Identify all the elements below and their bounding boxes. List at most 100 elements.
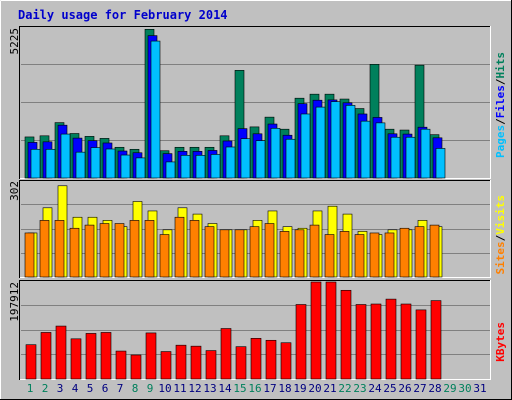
bar-kbytes-day-27 xyxy=(415,309,427,380)
bar-pages-day-3 xyxy=(60,133,71,179)
chart-title: Daily usage for February 2014 xyxy=(18,8,228,22)
x-tick-label-8: 8 xyxy=(131,382,139,395)
x-tick-label-7: 7 xyxy=(116,382,124,395)
x-tick-label-30: 30 xyxy=(458,382,472,395)
bar-pages-day-5 xyxy=(90,147,101,179)
bar-pages-day-10 xyxy=(165,161,176,179)
bar-sites-day-10 xyxy=(159,234,170,278)
bar-pages-day-21 xyxy=(330,101,341,179)
bar-pages-day-4 xyxy=(75,151,86,179)
bar-kbytes-day-12 xyxy=(190,345,202,380)
x-tick-label-21: 21 xyxy=(323,382,337,395)
pages-files-hits-legend: Pages/Files/Hits xyxy=(494,52,507,158)
x-tick-label-20: 20 xyxy=(308,382,322,395)
bar-pages-day-2 xyxy=(45,148,56,179)
bar-kbytes-day-14 xyxy=(220,328,232,380)
bar-pages-day-11 xyxy=(180,155,191,179)
legend-pages: Pages xyxy=(494,124,507,158)
bar-sites-day-12 xyxy=(189,220,200,278)
bar-kbytes-day-13 xyxy=(205,350,217,380)
bar-pages-day-1 xyxy=(30,148,41,179)
bar-pages-day-24 xyxy=(375,122,386,179)
bar-pages-day-9 xyxy=(150,40,161,179)
x-tick-label-29: 29 xyxy=(443,382,457,395)
bar-kbytes-day-22 xyxy=(340,289,352,380)
bar-sites-day-16 xyxy=(249,226,260,278)
bar-kbytes-day-24 xyxy=(370,303,382,380)
bar-kbytes-day-15 xyxy=(235,346,247,380)
bar-pages-day-16 xyxy=(255,140,266,179)
bar-sites-day-5 xyxy=(84,224,95,278)
bar-sites-day-2 xyxy=(39,220,50,278)
hits-axis-max-label: 5225 xyxy=(8,28,21,55)
x-tick-label-4: 4 xyxy=(71,382,79,395)
bar-sites-day-24 xyxy=(369,232,380,278)
bar-sites-day-6 xyxy=(99,223,110,278)
bar-kbytes-day-1 xyxy=(25,344,37,380)
bar-pages-day-7 xyxy=(120,154,131,179)
bar-pages-day-8 xyxy=(135,157,146,179)
bar-sites-day-20 xyxy=(309,224,320,278)
legend-files: Files xyxy=(494,85,507,119)
bar-pages-day-22 xyxy=(345,105,356,179)
x-tick-label-14: 14 xyxy=(218,382,232,395)
bar-kbytes-day-21 xyxy=(325,281,337,380)
bar-sites-day-21 xyxy=(324,234,335,278)
bar-sites-day-23 xyxy=(354,234,365,278)
kbytes-axis-max-label: 197912 xyxy=(8,282,21,322)
bar-kbytes-day-2 xyxy=(40,332,52,380)
x-tick-label-28: 28 xyxy=(428,382,442,395)
x-tick-label-31: 31 xyxy=(473,382,487,395)
bar-kbytes-day-6 xyxy=(100,332,112,380)
x-tick-label-16: 16 xyxy=(248,382,262,395)
bar-sites-day-3 xyxy=(54,220,65,278)
bar-sites-day-17 xyxy=(264,223,275,278)
x-tick-label-23: 23 xyxy=(353,382,367,395)
x-tick-label-26: 26 xyxy=(398,382,412,395)
x-tick-label-24: 24 xyxy=(368,382,382,395)
x-tick-label-11: 11 xyxy=(173,382,187,395)
bar-pages-day-19 xyxy=(300,113,311,179)
bar-sites-day-26 xyxy=(399,227,410,278)
bar-pages-day-6 xyxy=(105,148,116,179)
bar-kbytes-day-10 xyxy=(160,351,172,380)
x-tick-label-22: 22 xyxy=(338,382,352,395)
kbytes-legend: KBytes xyxy=(494,322,507,362)
bar-pages-day-23 xyxy=(360,120,371,179)
bar-kbytes-day-16 xyxy=(250,338,262,380)
visits-axis-max-label: 302 xyxy=(8,181,21,201)
legend-sites: Sites xyxy=(494,241,507,275)
bar-sites-day-7 xyxy=(114,223,125,278)
bar-sites-day-14 xyxy=(219,229,230,278)
bar-pages-day-25 xyxy=(390,136,401,179)
bar-kbytes-day-19 xyxy=(295,304,307,380)
bar-kbytes-day-25 xyxy=(385,298,397,380)
bar-sites-day-1 xyxy=(24,232,35,278)
bar-sites-day-8 xyxy=(129,220,140,278)
legend-hits: Hits xyxy=(494,52,507,79)
bar-kbytes-day-26 xyxy=(400,303,412,380)
bar-sites-day-28 xyxy=(429,224,440,278)
bar-pages-day-28 xyxy=(435,148,446,179)
legend-kbytes: KBytes xyxy=(494,322,507,362)
sites-visits-legend: Sites/Visits xyxy=(494,195,507,275)
bar-sites-day-22 xyxy=(339,231,350,278)
bar-sites-day-19 xyxy=(294,229,305,278)
bar-pages-day-26 xyxy=(405,136,416,179)
bar-kbytes-day-23 xyxy=(355,304,367,380)
bar-kbytes-day-17 xyxy=(265,339,277,380)
x-tick-label-25: 25 xyxy=(383,382,397,395)
legend-visits: Visits xyxy=(494,195,507,235)
x-tick-label-13: 13 xyxy=(203,382,217,395)
x-tick-label-3: 3 xyxy=(56,382,64,395)
x-tick-label-18: 18 xyxy=(278,382,292,395)
x-tick-label-19: 19 xyxy=(293,382,307,395)
bar-pages-day-27 xyxy=(420,128,431,179)
x-tick-label-5: 5 xyxy=(86,382,94,395)
bar-pages-day-15 xyxy=(240,138,251,179)
bar-sites-day-9 xyxy=(144,220,155,278)
bar-pages-day-13 xyxy=(210,154,221,179)
x-tick-label-6: 6 xyxy=(101,382,109,395)
bar-sites-day-18 xyxy=(279,231,290,278)
